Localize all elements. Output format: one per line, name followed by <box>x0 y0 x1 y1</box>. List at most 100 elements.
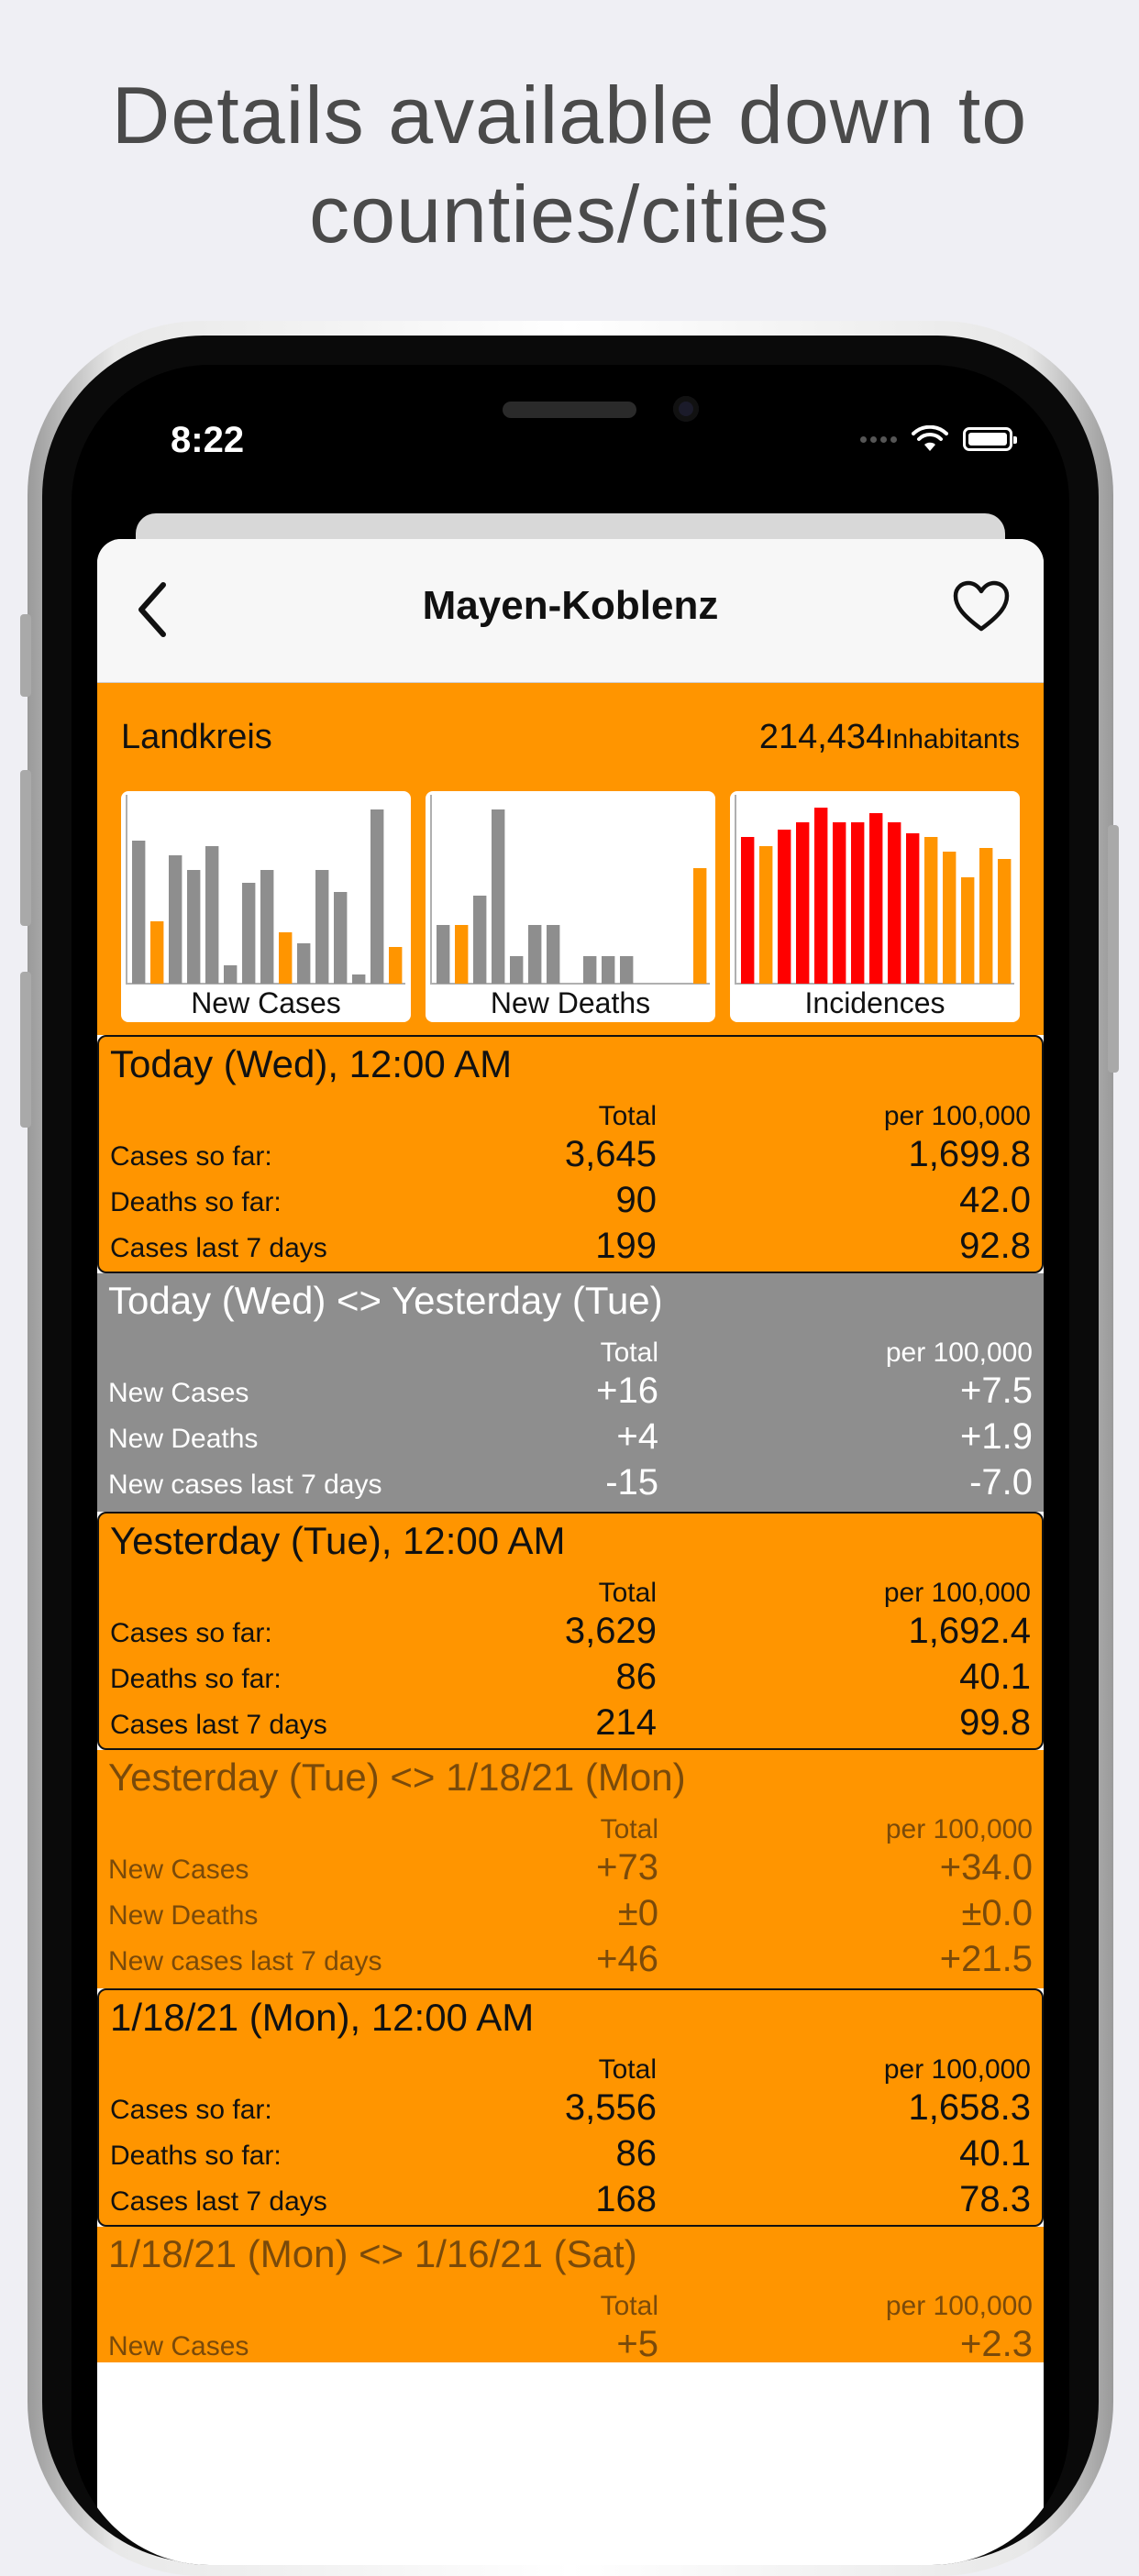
phone-screen: 8:22 Mayen-Koblenz Landkreis 214 <box>72 365 1069 2565</box>
block-title: Today (Wed) <> Yesterday (Tue) <box>108 1279 663 1322</box>
row-label: New Deaths <box>108 1900 259 1931</box>
chart-bar <box>492 809 505 984</box>
row-label: Deaths so far: <box>110 1187 282 1217</box>
row-per-100k-value: 92.8 <box>959 1226 1031 1266</box>
chart-caption: New Cases <box>191 986 341 1019</box>
wifi-icon <box>912 425 948 451</box>
detail-content[interactable]: Landkreis 214,434Inhabitants New Cases N… <box>97 683 1044 2362</box>
chart-bar <box>869 813 883 984</box>
chart-bar <box>315 870 329 984</box>
stats-block[interactable]: Today (Wed), 12:00 AM Total per 100,000 Cas… <box>97 1035 1044 1273</box>
chart-bar <box>998 859 1012 984</box>
promo-headline: Details available down to counties/citie… <box>0 66 1139 264</box>
row-per-100k-value: +34.0 <box>939 1847 1033 1888</box>
row-per-100k-value: 1,699.8 <box>908 1134 1031 1174</box>
front-camera <box>673 396 699 422</box>
summary-panel: Landkreis 214,434Inhabitants New Cases N… <box>97 683 1044 1035</box>
row-total-value: 168 <box>595 2179 657 2219</box>
population: 214,434Inhabitants <box>759 718 1020 757</box>
chart-bar <box>528 925 542 984</box>
navigation-bar: Mayen-Koblenz <box>97 539 1044 683</box>
chart-bar <box>260 870 274 984</box>
headline-line-2: counties/cities <box>309 169 830 259</box>
row-total-value: 3,629 <box>564 1611 657 1651</box>
headline-line-1: Details available down to <box>111 70 1028 160</box>
row-total-value: +73 <box>596 1847 658 1888</box>
back-chevron-icon[interactable] <box>132 579 172 640</box>
chart-bar <box>796 822 810 984</box>
chart-bar <box>906 833 920 984</box>
chart-caption: Incidences <box>804 986 945 1019</box>
chart-incidences[interactable]: Incidences <box>730 791 1020 1022</box>
chart-bar <box>224 965 238 984</box>
detail-sheet: Mayen-Koblenz Landkreis 214,434Inhabitan… <box>97 539 1044 2565</box>
column-header-total: Total <box>600 1338 658 1368</box>
row-label: Cases last 7 days <box>110 2186 327 2217</box>
stats-block[interactable]: Yesterday (Tue) <> 1/18/21 (Mon) Total per… <box>97 1750 1044 1988</box>
row-total-value: 90 <box>615 1180 658 1220</box>
favorite-heart-icon[interactable] <box>952 579 1011 634</box>
column-header-per-100k: per 100,000 <box>885 2291 1033 2321</box>
row-total-value: +4 <box>616 1416 658 1457</box>
chart-bar <box>833 822 846 984</box>
chart-new-deaths[interactable]: New Deaths <box>426 791 715 1022</box>
column-header-per-100k: per 100,000 <box>883 1578 1031 1608</box>
column-header-total: Total <box>600 2291 658 2321</box>
cellular-signal-icon <box>860 435 897 443</box>
stats-block[interactable]: Yesterday (Tue), 12:00 AM Total per 100,00… <box>97 1512 1044 1750</box>
chart-bar <box>741 837 755 984</box>
chart-bar <box>943 852 957 984</box>
column-header-total: Total <box>598 2054 657 2085</box>
chart-new-cases[interactable]: New Cases <box>121 791 411 1022</box>
row-label: Cases so far: <box>110 1618 272 1648</box>
column-header-per-100k: per 100,000 <box>885 1814 1033 1844</box>
row-total-value: +46 <box>596 1939 658 1979</box>
power-button <box>1108 825 1119 1073</box>
row-label: New cases last 7 days <box>108 1470 382 1500</box>
chart-bar <box>888 822 901 984</box>
chart-bar <box>150 921 164 984</box>
page-title: Mayen-Koblenz <box>422 583 719 628</box>
row-total-value: 214 <box>595 1702 657 1743</box>
new-deaths-bars <box>430 795 710 985</box>
population-value: 214,434 <box>758 718 886 756</box>
column-header-per-100k: per 100,000 <box>883 1101 1031 1131</box>
row-total-value: 199 <box>595 1226 657 1266</box>
stats-block[interactable]: Today (Wed) <> Yesterday (Tue) Total per 1… <box>97 1273 1044 1512</box>
chart-axis <box>430 795 710 985</box>
chart-bar <box>334 892 348 984</box>
chart-bar <box>851 822 865 984</box>
row-label: New Cases <box>108 1855 249 1885</box>
block-title: 1/18/21 (Mon) <> 1/16/21 (Sat) <box>108 2232 637 2275</box>
chart-bar <box>437 925 450 984</box>
block-title: Yesterday (Tue) <> 1/18/21 (Mon) <box>108 1756 686 1799</box>
chart-bar <box>187 870 201 984</box>
chart-bar <box>205 846 219 984</box>
stats-block[interactable]: 1/18/21 (Mon) <> 1/16/21 (Sat) Total per 1… <box>97 2227 1044 2362</box>
chart-caption: New Deaths <box>490 986 651 1019</box>
chart-bar <box>510 956 524 984</box>
row-total-value: 3,556 <box>564 2087 657 2128</box>
chart-bar <box>297 943 311 984</box>
row-total-value: +5 <box>616 2324 658 2362</box>
row-per-100k-value: 40.1 <box>959 1657 1031 1697</box>
chart-bar <box>473 896 487 984</box>
row-per-100k-value: +1.9 <box>960 1416 1033 1457</box>
row-label: Deaths so far: <box>110 1664 282 1694</box>
block-title: Yesterday (Tue), 12:00 AM <box>110 1519 566 1562</box>
row-label: Deaths so far: <box>110 2141 282 2171</box>
new-cases-bars <box>126 795 405 985</box>
row-label: Cases so far: <box>110 1141 272 1172</box>
chart-bar <box>455 925 469 984</box>
column-header-total: Total <box>600 1814 658 1844</box>
row-per-100k-value: -7.0 <box>969 1462 1033 1503</box>
stats-block[interactable]: 1/18/21 (Mon), 12:00 AM Total per 100,000 C… <box>97 1988 1044 2227</box>
row-total-value: ±0 <box>617 1893 658 1933</box>
chart-axis <box>735 795 1014 985</box>
column-header-per-100k: per 100,000 <box>883 2054 1031 2085</box>
chart-bar <box>583 956 597 984</box>
row-per-100k-value: ±0.0 <box>961 1893 1033 1933</box>
row-per-100k-value: +21.5 <box>939 1939 1033 1979</box>
chart-axis <box>126 795 405 985</box>
row-per-100k-value: 78.3 <box>959 2179 1031 2219</box>
